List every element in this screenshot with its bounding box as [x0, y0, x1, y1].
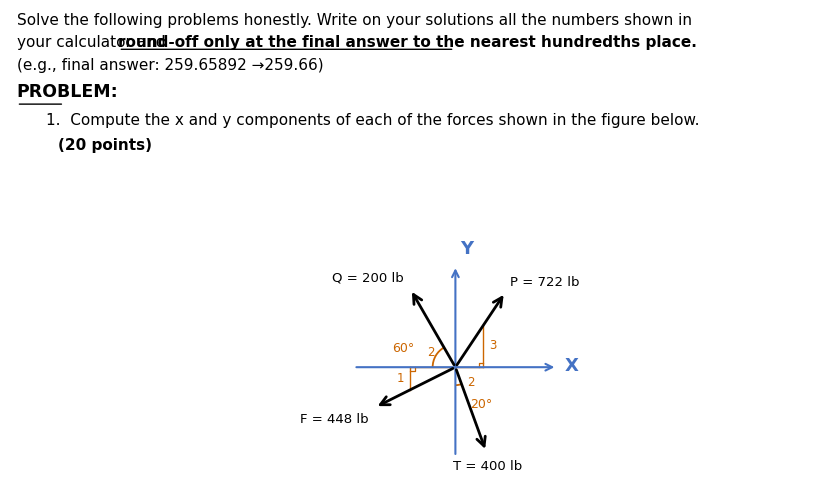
- Text: Solve the following problems honestly. Write on your solutions all the numbers s: Solve the following problems honestly. W…: [17, 13, 691, 28]
- Text: 2: 2: [427, 346, 434, 359]
- Text: (e.g., final answer: 259.65892 →259.66): (e.g., final answer: 259.65892 →259.66): [17, 58, 323, 73]
- Text: X: X: [564, 357, 577, 375]
- Text: 1: 1: [396, 372, 404, 385]
- Text: F = 448 lb: F = 448 lb: [300, 413, 369, 427]
- Text: 2: 2: [466, 376, 474, 389]
- Text: 60°: 60°: [392, 342, 414, 355]
- Text: (20 points): (20 points): [58, 138, 152, 153]
- Text: 20°: 20°: [469, 398, 491, 411]
- Text: 3: 3: [489, 339, 496, 352]
- Text: T = 400 lb: T = 400 lb: [452, 460, 521, 473]
- Text: P = 722 lb: P = 722 lb: [509, 276, 579, 289]
- Text: PROBLEM:: PROBLEM:: [17, 83, 118, 101]
- Text: 1.  Compute the x and y components of each of the forces shown in the figure bel: 1. Compute the x and y components of eac…: [45, 113, 698, 128]
- Text: your calculator and: your calculator and: [17, 35, 170, 50]
- Text: Y: Y: [460, 240, 473, 258]
- Text: Q = 200 lb: Q = 200 lb: [331, 272, 403, 285]
- Text: round-off only at the final answer to the nearest hundredths place.: round-off only at the final answer to th…: [118, 35, 696, 50]
